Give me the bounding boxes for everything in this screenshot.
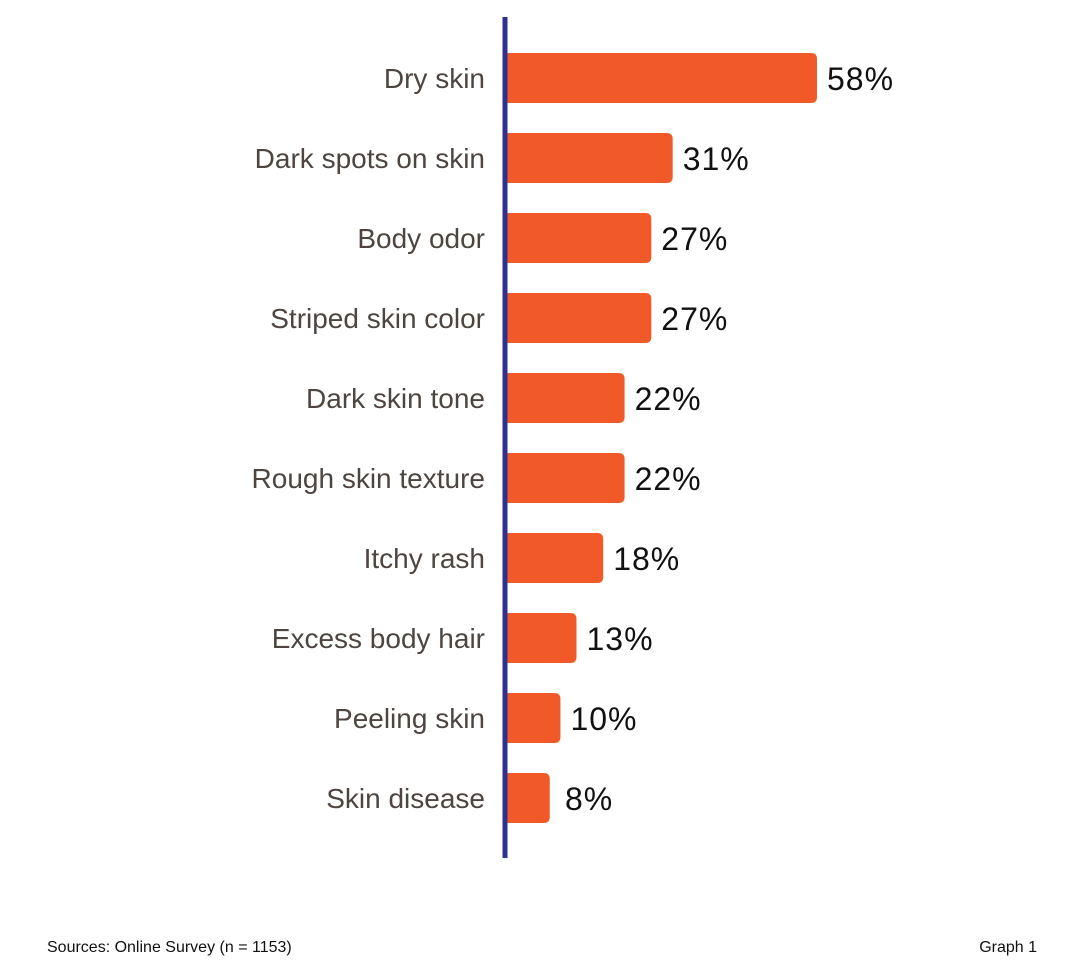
bar-dry-skin [507, 53, 817, 103]
category-label-dark-spots-on-skin: Dark spots on skin [255, 143, 485, 174]
value-label-skin-disease: 8% [565, 781, 613, 817]
category-label-dry-skin: Dry skin [384, 63, 485, 94]
bars-group: Dry skin 58% Dark spots on skin 31% Body odo… [252, 53, 894, 823]
value-label-itchy-rash: 18% [613, 541, 680, 577]
bar-excess-body-hair [507, 613, 577, 663]
value-label-dark-skin-tone: 22% [635, 381, 702, 417]
category-label-body-odor: Body odor [357, 223, 485, 254]
category-label-rough-skin-texture: Rough skin texture [252, 463, 485, 494]
category-label-peeling-skin: Peeling skin [334, 703, 485, 734]
bar-rough-skin-texture [507, 453, 625, 503]
value-label-dry-skin: 58% [827, 61, 894, 97]
value-label-body-odor: 27% [661, 221, 728, 257]
value-label-rough-skin-texture: 22% [635, 461, 702, 497]
value-label-striped-skin-color: 27% [661, 301, 728, 337]
bar-dark-skin-tone [507, 373, 625, 423]
category-label-dark-skin-tone: Dark skin tone [306, 383, 485, 414]
bar-dark-spots-on-skin [507, 133, 673, 183]
graph-number: Graph 1 [979, 939, 1037, 956]
category-label-skin-disease: Skin disease [326, 783, 485, 814]
bar-body-odor [507, 213, 652, 263]
bar-itchy-rash [507, 533, 604, 583]
bar-peeling-skin [507, 693, 561, 743]
value-label-peeling-skin: 10% [570, 701, 637, 737]
bar-skin-disease [507, 773, 550, 823]
value-label-dark-spots-on-skin: 31% [683, 141, 750, 177]
category-label-itchy-rash: Itchy rash [364, 543, 485, 574]
value-label-excess-body-hair: 13% [586, 621, 653, 657]
category-label-excess-body-hair: Excess body hair [272, 623, 485, 654]
bar-striped-skin-color [507, 293, 652, 343]
source-note: Sources: Online Survey (n = 1153) [47, 939, 292, 956]
category-label-striped-skin-color: Striped skin color [270, 303, 485, 334]
